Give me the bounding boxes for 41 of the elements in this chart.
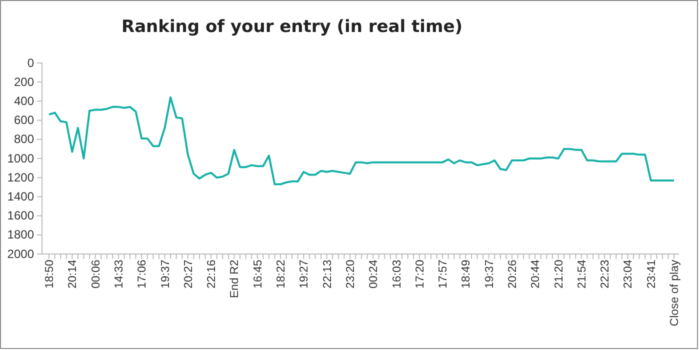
y-tick-label: 1400 (7, 190, 34, 204)
x-tick-label: 16:03 (391, 260, 404, 289)
x-tick-label: 17:06 (136, 260, 149, 289)
x-tick-label: 22:16 (206, 260, 218, 289)
x-tick-label: 20:44 (530, 259, 542, 289)
y-tick-label: 1200 (7, 170, 34, 184)
x-tick-label: 23:41 (646, 260, 658, 289)
y-tick-label: 400 (14, 94, 34, 108)
x-tick-label: 18:49 (460, 260, 473, 289)
y-tick-label: 1600 (7, 208, 34, 223)
x-tick-label: Close of play (669, 260, 682, 326)
x-tick-label: 23:04 (622, 259, 635, 289)
y-tick-label: 0 (27, 56, 34, 70)
x-tick-label: 00:06 (90, 260, 102, 289)
x-tick-label: 19:37 (160, 260, 172, 289)
x-tick-label: 18:50 (44, 260, 56, 289)
x-tick-label: 23:20 (344, 260, 357, 289)
y-tick-label: 2000 (7, 246, 34, 261)
y-tick-label: 1000 (7, 151, 34, 166)
x-tick-label: 00:24 (368, 259, 380, 289)
x-tick-label: 20:14 (67, 259, 80, 289)
x-tick-label: 17:57 (438, 260, 450, 289)
x-tick-label: 20:26 (506, 260, 519, 289)
y-tick-label: 600 (14, 113, 34, 128)
x-tick-label: 21:54 (576, 259, 588, 289)
x-tick-label: 20:27 (182, 260, 195, 289)
x-tick-label: 22:13 (322, 260, 334, 289)
chart-title: Ranking of your entry (in real time) (121, 17, 463, 37)
y-tick-label: 800 (14, 132, 34, 146)
x-tick-label: 22:23 (600, 260, 612, 289)
x-tick-label: 18:22 (276, 260, 288, 289)
x-tick-label: End R2 (229, 260, 242, 298)
x-tick-label: 19:37 (484, 260, 496, 289)
x-tick-label: 16:45 (252, 260, 264, 289)
y-tick-label: 200 (14, 74, 34, 89)
y-tick-label: 1800 (7, 228, 34, 242)
x-tick-label: 17:20 (414, 260, 426, 289)
x-tick-label: 19:27 (298, 260, 311, 289)
line-series (48, 96, 675, 186)
x-tick-label: 14:33 (113, 260, 126, 289)
x-tick-label: 21:20 (553, 260, 566, 289)
